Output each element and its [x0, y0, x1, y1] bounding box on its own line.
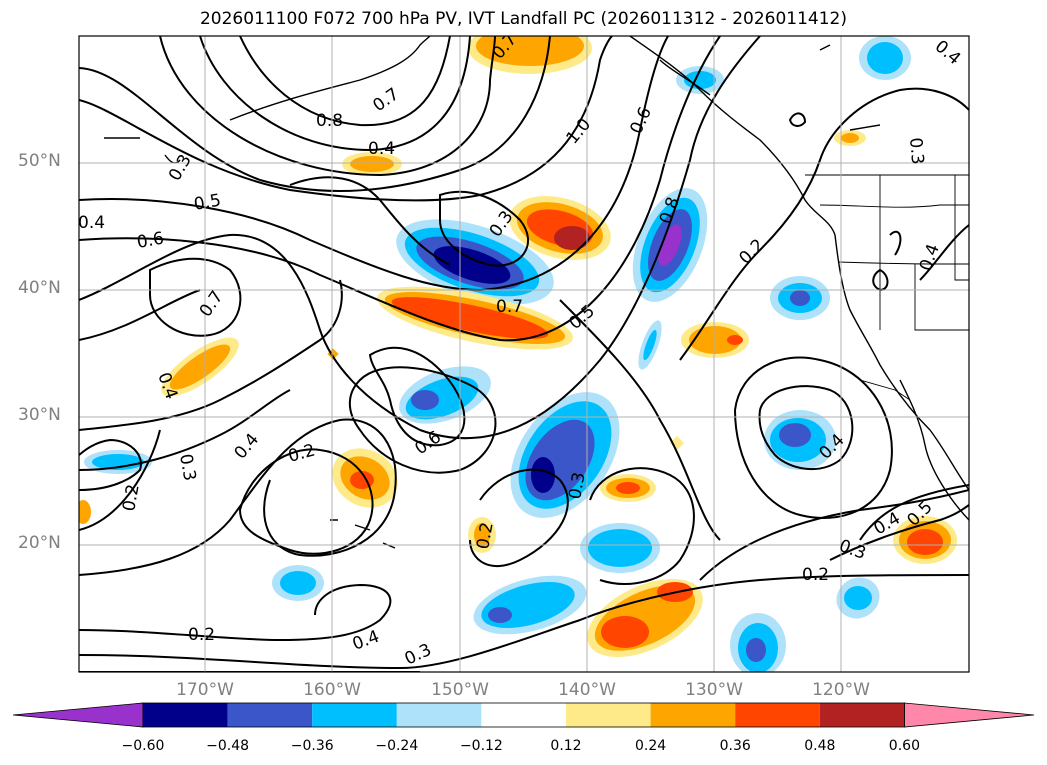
colorbar-swatch: [566, 703, 651, 727]
colorbar: [12, 702, 1035, 728]
colorbar-swatch: [481, 703, 566, 727]
colorbar-tick-label: −0.12: [459, 738, 503, 754]
lat-label: 40°N: [18, 278, 61, 298]
colorbar-tick-label: 0.36: [719, 738, 751, 754]
map-frame: [78, 35, 970, 673]
contour-label: 0.3: [905, 137, 927, 166]
map-title: 2026011100 F072 700 hPa PV, IVT Landfall…: [199, 9, 847, 29]
colorbar-tick-label: 0.48: [804, 738, 836, 754]
colorbar-tick-label: 0.60: [888, 738, 920, 754]
contour-label: 0.4: [78, 213, 105, 233]
contour-label: 0.2: [802, 565, 829, 585]
political-borders: [805, 174, 969, 401]
lon-label: 120°W: [812, 680, 870, 700]
lon-label: 140°W: [558, 680, 616, 700]
lon-label: 150°W: [431, 680, 489, 700]
gridlines: [79, 36, 969, 672]
ivt-contours: [79, 36, 969, 672]
contour-label: 0.2: [188, 625, 215, 645]
pv-shading: [79, 36, 957, 672]
contour-label: 0.6: [135, 229, 165, 253]
colorbar-swatch: [819, 703, 905, 727]
lon-label: 130°W: [685, 680, 743, 700]
colorbar-tick-label: 0.12: [550, 738, 582, 754]
lat-label: 30°N: [18, 405, 61, 425]
colorbar-swatch: [396, 703, 482, 727]
lat-label: 20°N: [18, 533, 61, 553]
colorbar-swatch: [312, 703, 397, 727]
lat-label: 50°N: [18, 151, 61, 171]
lon-label: 170°W: [176, 680, 234, 700]
contour-label: 0.2: [119, 483, 143, 513]
colorbar-frame: [142, 702, 905, 728]
contour-label: 0.7: [496, 297, 523, 317]
colorbar-tick-label: −0.48: [206, 738, 250, 754]
colorbar-swatch: [735, 703, 820, 727]
colorbar-swatch: [650, 703, 736, 727]
contour-label: 0.2: [473, 521, 497, 551]
contour-label: 0.8: [316, 111, 343, 131]
contour-label: 0.3: [175, 452, 199, 482]
colorbar-tick-label: −0.36: [290, 738, 334, 754]
lon-label: 160°W: [303, 680, 361, 700]
colorbar-tick-label: −0.24: [375, 738, 419, 754]
contour-label: 0.3: [565, 471, 589, 501]
contour-label: 0.4: [368, 139, 395, 159]
colorbar-swatch: [143, 703, 228, 727]
colorbar-tick-label: 0.24: [635, 738, 667, 754]
colorbar-extend-max: [904, 702, 1035, 728]
colorbar-extend-min: [12, 702, 144, 728]
contour-label: 0.5: [192, 191, 222, 215]
colorbar-tick-label: −0.60: [121, 738, 165, 754]
colorbar-swatch: [227, 703, 313, 727]
